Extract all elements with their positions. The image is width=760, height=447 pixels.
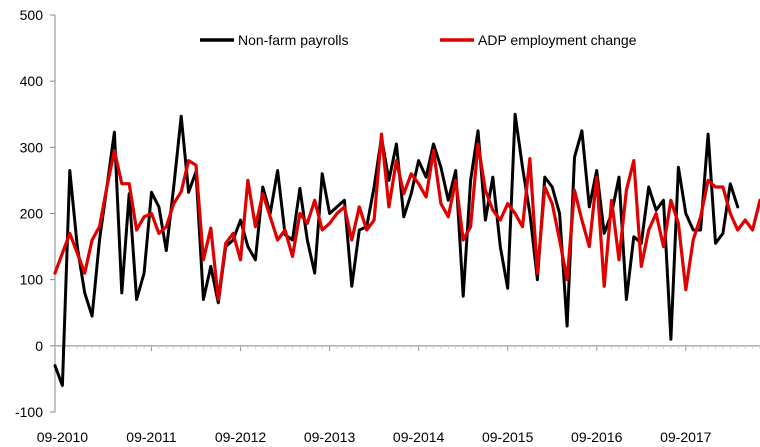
x-tick-label: 09-2010 [37, 429, 89, 445]
y-tick-label: 100 [20, 272, 44, 288]
y-tick-label: 300 [20, 139, 44, 155]
legend-label: Non-farm payrolls [238, 32, 348, 48]
x-axis-ticks: 09-2010 09-2011 09-2012 09-2013 09-2014 09-20… [37, 345, 760, 445]
legend-label: ADP employment change [478, 32, 637, 48]
x-tick-label: 09-2017 [660, 429, 712, 445]
y-axis-ticks: -100 0 100 200 300 400 500 [15, 7, 55, 420]
series-line-nonfarm-payrolls [53, 112, 740, 387]
y-tick-label: -100 [15, 404, 43, 420]
legend-item-adp-employment-change: ADP employment change [440, 32, 637, 48]
legend: Non-farm payrolls ADP employment change [200, 32, 637, 48]
y-tick-label: 500 [20, 7, 44, 23]
x-tick-label: 09-2013 [304, 429, 356, 445]
series-line-adp-employment-change [53, 132, 760, 302]
x-tick-label: 09-2015 [482, 429, 534, 445]
y-tick-label: 0 [35, 338, 43, 354]
legend-item-nonfarm-payrolls: Non-farm payrolls [200, 32, 348, 48]
y-tick-label: 400 [20, 73, 44, 89]
y-tick-label: 200 [20, 206, 44, 222]
x-tick-label: 09-2011 [126, 429, 177, 445]
series-layer [53, 112, 760, 387]
x-tick-label: 09-2016 [571, 429, 623, 445]
x-tick-label: 09-2012 [215, 429, 267, 445]
x-tick-label: 09-2014 [393, 429, 445, 445]
